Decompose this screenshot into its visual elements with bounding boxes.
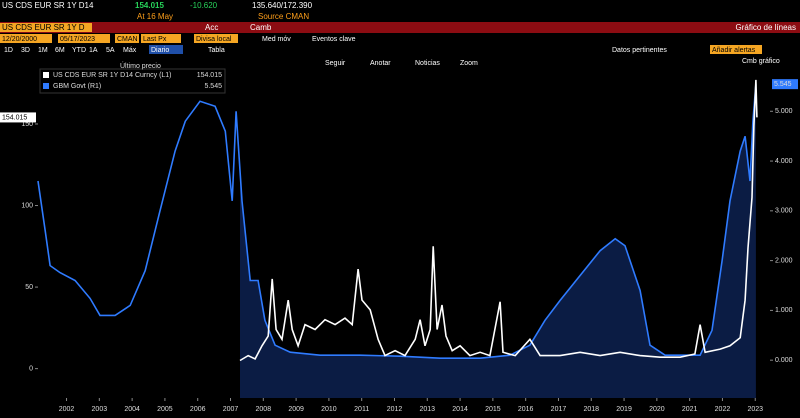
field[interactable]: Last Px <box>143 36 167 43</box>
period-button[interactable]: 3D <box>21 47 30 54</box>
chart-tool[interactable]: Seguir <box>325 60 346 67</box>
chart-settings[interactable]: Cmb gráfico <box>742 58 780 65</box>
start-box[interactable] <box>0 34 52 43</box>
alerts-box[interactable] <box>710 45 762 54</box>
source: Source CMAN <box>258 12 309 21</box>
period-button[interactable]: 1A <box>89 47 98 54</box>
y2-tick-label: 3.000 <box>775 208 793 215</box>
end-date[interactable]: 05/17/2023 <box>60 36 95 43</box>
period-button[interactable]: 1M <box>38 47 48 54</box>
acc-button[interactable]: Acc <box>205 23 218 32</box>
end-box[interactable] <box>58 34 110 43</box>
events[interactable]: Eventos clave <box>312 36 356 43</box>
x-tick-label: 2019 <box>616 406 632 413</box>
legend-value: 5.545 <box>204 83 222 90</box>
relevant-data[interactable]: Datos pertinentes <box>612 47 667 54</box>
moving-avg[interactable]: Med móv <box>262 36 291 43</box>
x-tick-label: 2009 <box>288 406 304 413</box>
legend-box <box>39 68 226 94</box>
security[interactable]: US CDS EUR SR 1Y D <box>2 23 85 32</box>
period-button[interactable]: Máx <box>123 47 137 54</box>
period-button[interactable]: YTD <box>72 47 86 54</box>
x-tick-label: 2018 <box>583 406 599 413</box>
frequency-box[interactable] <box>149 45 183 54</box>
y-tick-label: 100 <box>21 202 33 209</box>
date: At 16 May <box>137 12 173 21</box>
table-button[interactable]: Tabla <box>208 47 225 54</box>
x-tick-label: 2006 <box>190 406 206 413</box>
chart-type[interactable]: Gráfico de líneas <box>736 23 796 32</box>
legend-title: Último precio <box>120 61 161 70</box>
period-buttons: 1D 3D 1M 6M YTD 1A 5A Máx <box>4 47 137 54</box>
camb-button[interactable]: Camb <box>250 23 272 32</box>
last-value-label: 5.545 <box>774 81 792 88</box>
x-tick-label: 2002 <box>59 406 75 413</box>
legend-value: 154.015 <box>197 72 222 79</box>
period-button[interactable]: 5A <box>106 47 115 54</box>
y2-tick-label: 2.000 <box>775 257 793 264</box>
chart-tool[interactable]: Noticias <box>415 60 440 67</box>
y2-tick-label: 1.000 <box>775 307 793 314</box>
chart-tool[interactable]: Anotar <box>370 60 391 67</box>
period-button[interactable]: 1D <box>4 47 13 54</box>
x-tick-label: 2014 <box>452 406 468 413</box>
x-tick-label: 2010 <box>321 406 337 413</box>
x-tick-label: 2012 <box>387 406 403 413</box>
y2-tick-label: 4.000 <box>775 158 793 165</box>
price: 154.015 <box>135 1 164 10</box>
chart-tools: Seguir Anotar Noticias Zoom <box>325 60 478 67</box>
x-tick-label: 2017 <box>551 406 567 413</box>
currency-box[interactable] <box>194 34 238 43</box>
source-field[interactable]: CMAN <box>117 36 138 43</box>
start-date[interactable]: 12/20/2000 <box>2 36 37 43</box>
alerts[interactable]: Añadir alertas <box>712 47 756 54</box>
last-value-box <box>0 112 36 123</box>
area <box>240 84 756 398</box>
x-tick-label: 2016 <box>518 406 534 413</box>
x-tick-label: 2020 <box>649 406 665 413</box>
period-button[interactable]: 6M <box>55 47 65 54</box>
x-tick-label: 2007 <box>223 406 239 413</box>
legend-swatch <box>43 72 49 78</box>
security-box[interactable] <box>0 23 92 32</box>
y-tick-label: 0 <box>29 365 33 372</box>
y-tick-label: 50 <box>25 284 33 291</box>
x-tick-label: 2003 <box>92 406 108 413</box>
source-box[interactable] <box>115 34 139 43</box>
y2-tick-label: 5.000 <box>775 108 793 115</box>
field-box[interactable] <box>141 34 181 43</box>
change: -10.620 <box>190 1 218 10</box>
x-tick-label: 2008 <box>256 406 272 413</box>
legend-label: US CDS EUR SR 1Y D14 Curncy (L1) <box>53 72 172 79</box>
x-tick-label: 2011 <box>354 406 369 413</box>
x-tick-label: 2004 <box>124 406 140 413</box>
ticker: US CDS EUR SR 1Y D14 <box>2 1 94 10</box>
last-value-box <box>772 79 798 90</box>
legend-swatch <box>43 83 49 89</box>
legend-label: GBM Govt (R1) <box>53 83 101 90</box>
chart-tool[interactable]: Zoom <box>460 60 478 67</box>
x-tick-label: 2023 <box>747 406 763 413</box>
x-tick-label: 2013 <box>419 406 435 413</box>
x-tick-label: 2021 <box>682 406 698 413</box>
x-tick-label: 2015 <box>485 406 501 413</box>
currency[interactable]: Divisa local <box>196 36 232 43</box>
y2-tick-label: 0.000 <box>775 357 793 364</box>
range: 135.640/172.390 <box>252 1 313 10</box>
line <box>239 79 758 362</box>
y-tick-label: 150 <box>21 121 33 128</box>
chart: 2002 2003 2004 2005 2006 2007 2008 2009 2010 2011… <box>0 61 798 413</box>
toolbar-bar <box>0 22 800 33</box>
last-value-label: 154.015 <box>2 114 27 121</box>
x-tick-label: 2022 <box>715 406 731 413</box>
frequency[interactable]: Diario <box>151 47 169 54</box>
line <box>37 84 757 359</box>
x-tick-label: 2005 <box>157 406 173 413</box>
